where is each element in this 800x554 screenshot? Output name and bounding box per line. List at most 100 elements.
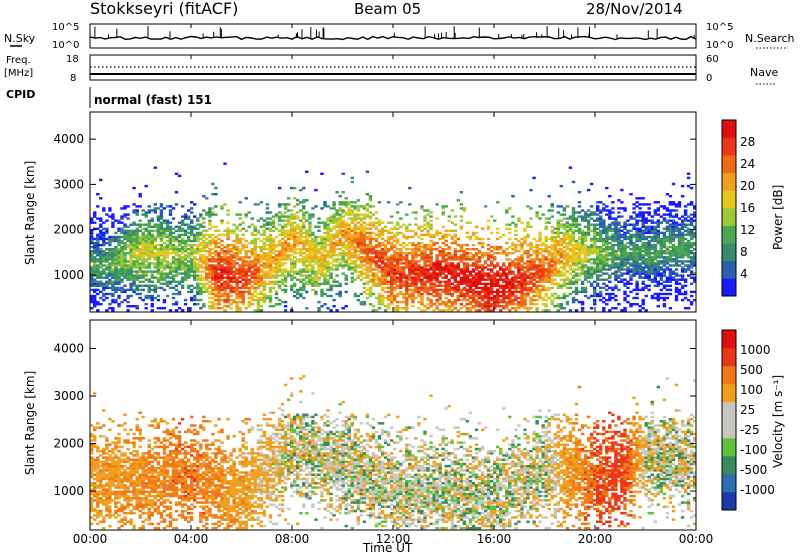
power-cell [135,239,139,243]
power-cell [350,280,354,283]
power-cell [268,305,273,308]
power-cell [177,235,182,239]
power-cell [496,278,500,281]
power-cell [462,209,467,212]
power-cell [474,303,479,306]
power-cell [141,262,145,265]
power-cell [559,213,563,216]
power-cell [168,280,173,283]
power-cell [465,284,470,287]
power-cell [120,256,124,259]
power-cell [359,292,364,296]
power-cell [529,303,533,306]
power-cell [305,276,309,279]
power-cell [299,250,303,253]
power-cell [250,254,254,257]
power-cell [144,227,148,230]
power-cell [156,266,161,269]
power-cell [96,239,100,243]
power-cell [150,296,154,300]
power-cell [559,272,563,275]
power-cell [150,298,154,302]
power-cell [356,266,360,269]
power-cell [308,280,312,283]
power-cell [268,258,273,261]
power-cell [420,309,424,312]
power-cell [429,219,433,222]
power-cell [144,266,148,269]
power-cell [296,296,300,300]
power-cell [305,219,309,222]
power-cell [589,268,594,271]
power-cell [520,268,524,271]
power-cell [390,298,394,302]
power-cell [520,248,524,251]
power-cell [265,258,270,261]
power-cell [538,280,542,283]
power-cell [514,245,518,249]
power-cell [102,256,106,259]
power-cell [432,268,436,271]
power-cell [283,215,288,218]
power-cell [320,243,324,247]
power-cell [174,225,179,228]
power-cell [368,243,373,247]
power-cell [529,288,533,292]
power-cell [383,280,388,283]
power-cell [159,274,164,277]
power-cell [426,229,430,232]
power-cell [477,250,482,253]
power-cell [432,274,436,277]
power-cell [199,243,203,247]
power-cell [493,258,497,261]
power-cell [290,223,294,226]
power-cell [280,245,285,249]
power-cell [344,201,348,204]
power-cell [423,258,427,261]
power-cell [147,294,151,298]
power-cell [553,305,557,308]
power-cell [550,280,554,283]
power-cell [332,235,336,239]
power-cell [226,235,230,239]
power-cell [277,264,282,267]
power-cell [535,254,539,257]
power-cell [223,309,227,312]
power-cell [362,237,367,241]
power-cell [438,296,442,300]
power-cell [280,270,285,273]
power-cell [262,296,267,300]
power-cell [450,241,454,245]
power-cell [247,296,251,300]
power-cell [414,272,418,275]
power-cell [344,252,348,255]
power-cell [190,245,194,249]
power-cell [90,235,94,239]
power-cell [341,250,345,253]
power-cell [187,209,191,212]
power-cell [468,282,473,285]
power-cell [368,260,373,263]
power-cell [126,233,130,237]
power-cell [229,278,233,281]
power-cell [350,201,354,204]
power-cell [556,241,560,245]
power-cell [311,239,315,243]
power-cell [480,264,485,267]
power-cell [523,303,527,306]
power-cell [571,262,576,265]
power-cell [511,260,515,263]
power-cell [132,209,136,212]
power-cell [187,309,191,312]
power-cell [259,296,264,300]
power-cell [568,256,573,259]
power-cell [450,294,454,298]
power-cell [526,205,530,208]
power-cell [93,243,97,247]
power-cell [171,292,176,296]
power-cell [350,254,354,257]
power-cell [226,298,230,302]
power-cell [302,205,306,208]
power-cell [383,268,388,271]
nsky-tick-bottom: 10^0 [52,40,79,51]
